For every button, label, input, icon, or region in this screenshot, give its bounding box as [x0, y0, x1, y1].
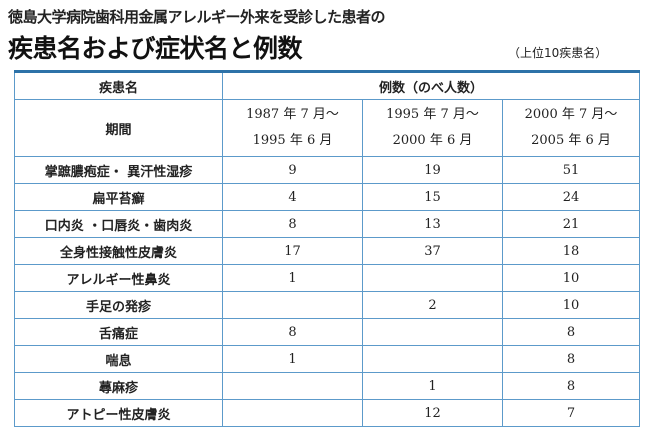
table-row: 掌蹠膿疱症・ 異汗性湿疹 9 19 51 [14, 156, 641, 184]
count-cell: 1 [362, 372, 503, 400]
period-end: 2000 年 6 月 [392, 133, 473, 148]
table-row: 舌痛症 8 8 [14, 318, 641, 346]
disease-name: 舌痛症 [14, 318, 223, 346]
count-cell: 8 [222, 210, 363, 238]
count-cell: 24 [501, 183, 641, 211]
count-cell: 8 [501, 372, 641, 400]
count-cell: 37 [362, 237, 503, 265]
period-start: 1995 年 7 月～ [386, 107, 479, 122]
count-cell [362, 264, 503, 292]
table-row: アレルギー性鼻炎 1 10 [14, 264, 641, 292]
count-cell: 1 [222, 264, 363, 292]
table-row: 扁平苔癬 4 15 24 [14, 183, 641, 211]
count-cell: 21 [501, 210, 641, 238]
period-start: 1987 年 7 月～ [246, 107, 339, 122]
table-note: （上位10疾患名） [508, 46, 608, 60]
count-cell: 4 [222, 183, 363, 211]
period-cell: 2000 年 7 月～ 2005 年 6 月 [501, 99, 641, 157]
period-cell: 1987 年 7 月～ 1995 年 6 月 [222, 99, 363, 157]
count-cell: 8 [222, 318, 363, 346]
count-cell: 1 [222, 345, 363, 373]
period-end: 1995 年 6 月 [252, 133, 333, 148]
count-cell: 8 [501, 345, 641, 373]
disease-name: 掌蹠膿疱症・ 異汗性湿疹 [14, 156, 223, 184]
count-cell: 2 [362, 291, 503, 319]
count-cell: 10 [501, 291, 641, 319]
period-row: 期間 1987 年 7 月～ 1995 年 6 月 1995 年 7 月～ 20… [14, 99, 641, 157]
period-cell: 1995 年 7 月～ 2000 年 6 月 [362, 99, 503, 157]
disease-name: 手足の発疹 [14, 291, 223, 319]
count-cell [222, 372, 363, 400]
table-row: 手足の発疹 2 10 [14, 291, 641, 319]
count-cell: 15 [362, 183, 503, 211]
table-row: 喘息 1 8 [14, 345, 641, 373]
count-cell [362, 345, 503, 373]
count-cell: 18 [501, 237, 641, 265]
count-cell: 10 [501, 264, 641, 292]
count-cell: 12 [362, 399, 503, 427]
header-disease: 疾患名 [14, 70, 223, 100]
cases-table: 疾患名 例数（のべ人数） 期間 1987 年 7 月～ 1995 年 6 月 1… [14, 70, 641, 427]
table-row: 全身性接触性皮膚炎 17 37 18 [14, 237, 641, 265]
count-cell: 19 [362, 156, 503, 184]
period-start: 2000 年 7 月～ [524, 107, 618, 122]
count-cell: 7 [501, 399, 641, 427]
disease-name: 全身性接触性皮膚炎 [14, 237, 223, 265]
disease-name: アレルギー性鼻炎 [14, 264, 223, 292]
count-cell: 9 [222, 156, 363, 184]
header-row: 疾患名 例数（のべ人数） [14, 70, 641, 100]
count-cell: 51 [501, 156, 641, 184]
count-cell [222, 399, 363, 427]
count-cell: 17 [222, 237, 363, 265]
count-cell [222, 291, 363, 319]
table-row: 口内炎 ・口唇炎・歯肉炎 8 13 21 [14, 210, 641, 238]
page-title: 疾患名および症状名と例数 [8, 34, 303, 63]
table-row: アトピー性皮膚炎 12 7 [14, 399, 641, 427]
header-cases: 例数（のべ人数） [221, 70, 641, 100]
subtitle: 徳島大学病院歯科用金属アレルギー外来を受診した患者の [8, 8, 386, 26]
count-cell: 8 [501, 318, 641, 346]
count-cell: 13 [362, 210, 503, 238]
period-label: 期間 [14, 99, 223, 157]
disease-name: 蕁麻疹 [14, 372, 223, 400]
disease-name: アトピー性皮膚炎 [14, 399, 223, 427]
disease-name: 口内炎 ・口唇炎・歯肉炎 [14, 210, 223, 238]
table-row: 蕁麻疹 1 8 [14, 372, 641, 400]
period-end: 2005 年 6 月 [531, 133, 611, 148]
count-cell [362, 318, 503, 346]
disease-name: 扁平苔癬 [14, 183, 223, 211]
disease-name: 喘息 [14, 345, 223, 373]
